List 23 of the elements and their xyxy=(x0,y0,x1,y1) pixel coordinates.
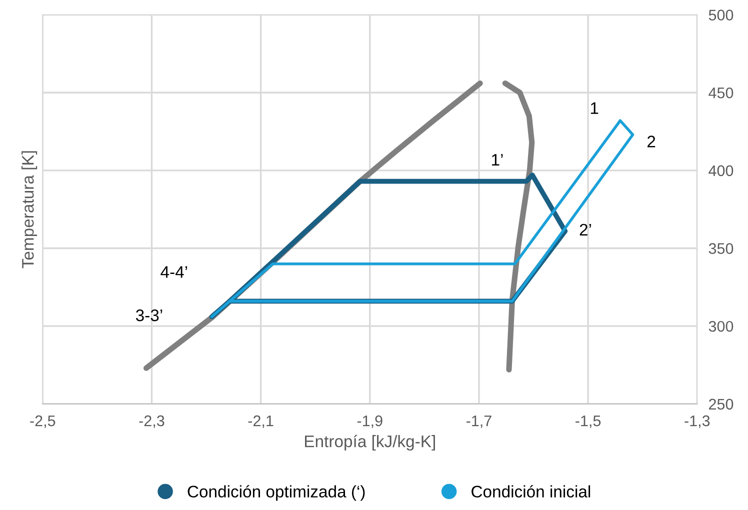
annotation: 2 xyxy=(648,136,656,148)
x-tick-label: -2,1 xyxy=(248,415,274,428)
x-tick-label: -1,3 xyxy=(684,415,710,428)
annotation: 3-3’ xyxy=(136,309,162,322)
x-axis-title: Entropía [kJ/kg-K] xyxy=(305,434,435,451)
y-tick-label: 250 xyxy=(709,398,734,410)
annotation: 4-4’ xyxy=(160,266,188,278)
y-tick-label: 350 xyxy=(708,243,734,254)
x-tick-label: -1,5 xyxy=(576,416,601,428)
y-tick-label: 300 xyxy=(708,320,734,332)
annotation: 2’ xyxy=(580,224,591,236)
annotation: 1 xyxy=(590,102,598,114)
y-tick-label: 450 xyxy=(708,87,734,98)
annotation: 1’ xyxy=(492,154,503,166)
x-tick-label: -1,9 xyxy=(357,415,382,428)
legend-label: Condición inicial xyxy=(472,485,590,498)
y-tick-label: 500 xyxy=(708,10,734,20)
y-tick-label: 400 xyxy=(708,165,734,176)
x-tick-label: -2,3 xyxy=(139,415,164,428)
x-tick-label: -2,5 xyxy=(30,415,56,428)
x-tick-label: -1,7 xyxy=(466,416,492,428)
legend-label: Condición optimizada (‘) xyxy=(188,485,365,501)
y-axis-title: Temperatura [K] xyxy=(22,151,38,268)
